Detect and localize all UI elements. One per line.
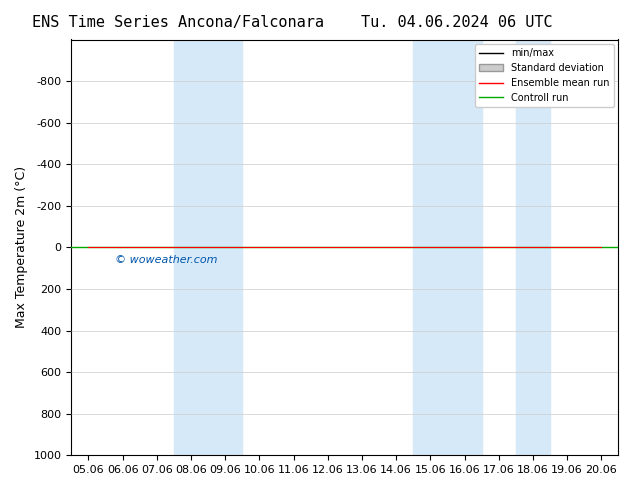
Bar	[413, 40, 482, 455]
Bar	[174, 40, 242, 455]
Text: Tu. 04.06.2024 06 UTC: Tu. 04.06.2024 06 UTC	[361, 15, 552, 30]
Y-axis label: Max Temperature 2m (°C): Max Temperature 2m (°C)	[15, 166, 28, 328]
Bar	[516, 40, 550, 455]
Legend: min/max, Standard deviation, Ensemble mean run, Controll run: min/max, Standard deviation, Ensemble me…	[476, 45, 614, 107]
Text: ENS Time Series Ancona/Falconara: ENS Time Series Ancona/Falconara	[32, 15, 323, 30]
Text: © woweather.com: © woweather.com	[115, 255, 217, 265]
